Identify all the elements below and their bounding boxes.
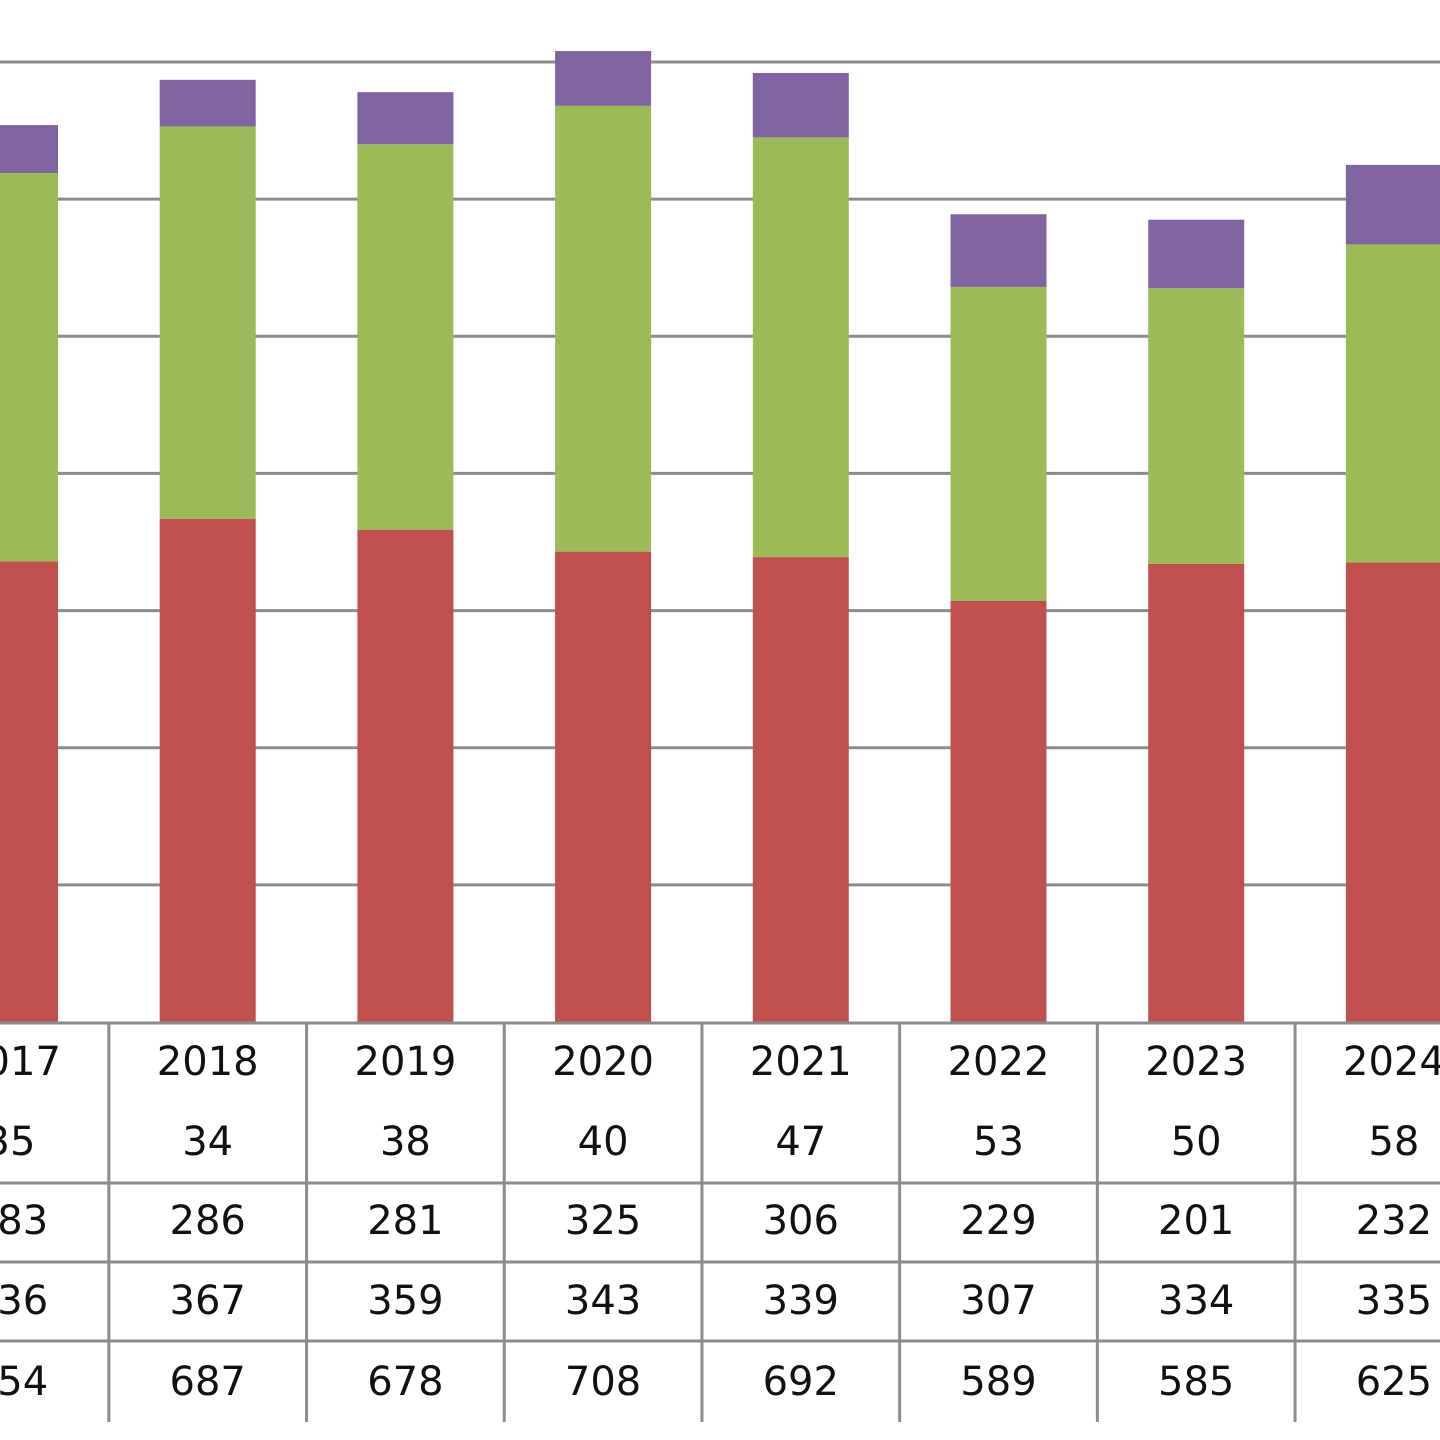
table-cell: 687 [170,1359,246,1405]
table-cell: 339 [763,1278,839,1324]
bar-segment-2020-series-2 [555,51,652,106]
bar-segment-2018-series-2 [159,79,256,127]
table-cell: 286 [170,1198,246,1244]
bar-segment-2021-series-0 [752,557,849,1022]
table-cell: 325 [565,1198,641,1244]
bar-segment-2021-series-1 [752,137,849,558]
table-header-year: 2024 [1343,1039,1440,1085]
table-cell: 35 [0,1119,35,1165]
bar-segment-2023-series-2 [1148,219,1245,289]
bar-segment-2020-series-1 [555,105,652,552]
bar-segment-2020-series-0 [555,551,652,1022]
table-cell: 335 [1356,1278,1432,1324]
bar-segment-2018-series-1 [159,126,256,519]
bar-segment-2023-series-1 [1148,288,1245,564]
bar-segment-2022-series-0 [950,600,1047,1022]
table-cell: 367 [170,1278,246,1324]
table-cell: 47 [775,1119,826,1165]
bar-segment-2019-series-1 [357,144,454,530]
table-cell: 334 [1158,1278,1234,1324]
table-header-year: 2018 [157,1039,259,1085]
table-header-year: 2023 [1145,1039,1247,1085]
bar-segment-2018-series-0 [159,518,256,1022]
table-cell: 34 [182,1119,233,1165]
table-cell: 229 [960,1198,1036,1244]
table-cell: 585 [1158,1359,1234,1405]
table-cell: 53 [973,1119,1024,1165]
table-cell: 359 [367,1278,443,1324]
table-cell: 50 [1171,1119,1222,1165]
bar-segment-2023-series-0 [1148,563,1245,1022]
table-cell: 58 [1368,1119,1419,1165]
bar-segment-2017-series-0 [0,561,58,1022]
bar-segment-2017-series-1 [0,173,58,562]
bar-segment-2024-series-2 [1345,164,1440,245]
table-cell: 692 [763,1359,839,1405]
bar-segment-2022-series-2 [950,214,1047,287]
table-cell: 336 [0,1278,48,1324]
table-header-year: 2022 [948,1039,1050,1085]
table-cell: 232 [1356,1198,1432,1244]
table-cell: 38 [380,1119,431,1165]
table-cell: 40 [578,1119,629,1165]
bar-segment-2019-series-2 [357,92,454,145]
table-cell: 654 [0,1359,48,1405]
table-header-year: 2020 [552,1039,654,1085]
table-cell: 281 [367,1198,443,1244]
table-cell: 708 [565,1359,641,1405]
table-cell: 625 [1356,1359,1432,1405]
table-cell: 343 [565,1278,641,1324]
bar-segment-2021-series-2 [752,72,849,138]
bar-segment-2022-series-1 [950,286,1047,601]
table-cell: 678 [367,1359,443,1405]
table-header-year: 2019 [355,1039,457,1085]
table-cell: 283 [0,1198,48,1244]
bar-segment-2017-series-2 [0,125,58,174]
table-header-year: 2021 [750,1039,852,1085]
table-cell: 306 [763,1198,839,1244]
table-header-year: 2017 [0,1039,61,1085]
table-cell: 589 [960,1359,1036,1405]
bar-segment-2024-series-1 [1345,244,1440,563]
bar-segment-2024-series-0 [1345,562,1440,1022]
table-cell: 201 [1158,1198,1234,1244]
bar-segment-2019-series-0 [357,529,454,1022]
table-cell: 307 [960,1278,1036,1324]
